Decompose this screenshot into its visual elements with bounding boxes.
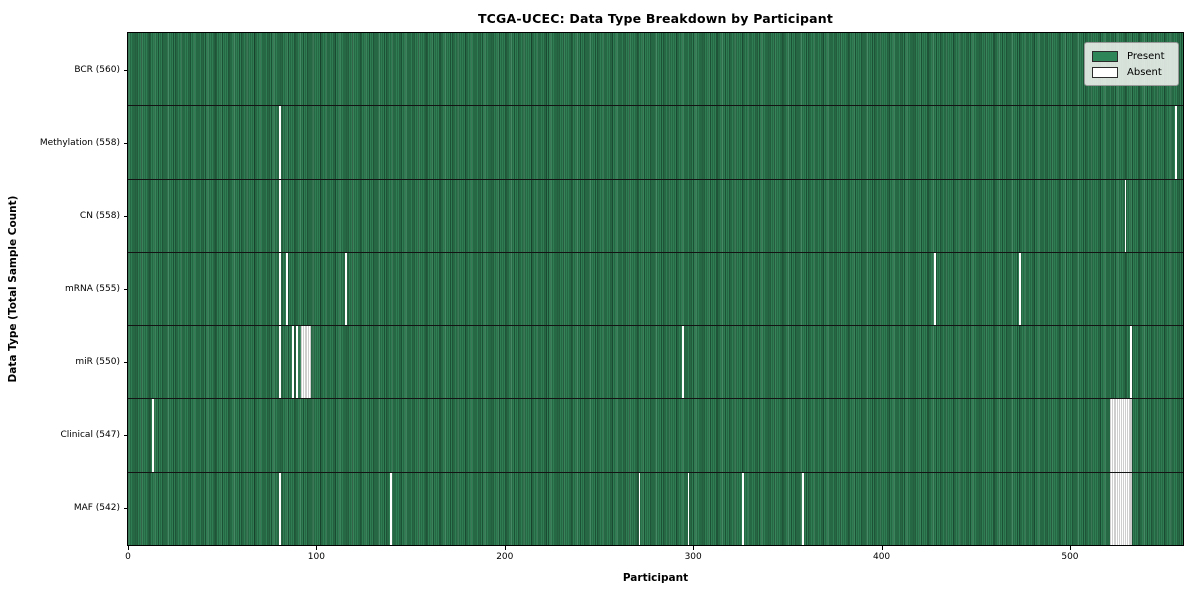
absent-segment <box>278 252 281 326</box>
y-tick-mark <box>124 508 128 510</box>
absent-segment <box>1175 106 1178 179</box>
x-tick-label: 0 <box>125 552 131 562</box>
x-axis-label: Participant <box>622 572 689 584</box>
x-tick-label: 500 <box>1061 552 1079 562</box>
x-tick-mark <box>316 546 318 550</box>
y-tick-mark <box>124 215 128 217</box>
heatmap-row-clinical <box>128 398 1183 472</box>
x-tick-label: 200 <box>496 552 514 562</box>
legend-swatch-icon <box>1092 66 1118 78</box>
absent-segment <box>1109 472 1133 545</box>
absent-segment <box>278 106 281 179</box>
plot-area <box>128 33 1183 545</box>
legend: Present Absent <box>1084 42 1179 86</box>
chart-title: TCGA-UCEC: Data Type Breakdown by Partic… <box>477 11 834 26</box>
legend-item-present: Present <box>1092 48 1171 64</box>
y-tick-mark <box>124 362 128 364</box>
heatmap-row-methylation <box>128 105 1183 179</box>
absent-segment <box>1130 326 1133 399</box>
absent-segment <box>286 252 289 326</box>
legend-label: Present <box>1127 50 1165 62</box>
x-tick-label: 100 <box>307 552 325 562</box>
y-tick-mark <box>124 142 128 144</box>
x-tick-mark <box>504 546 506 550</box>
absent-segment <box>301 326 311 399</box>
y-tick-label: CN (558) <box>79 210 120 221</box>
absent-segment <box>344 252 347 326</box>
absent-segment <box>742 472 745 545</box>
x-tick-mark <box>1069 546 1071 550</box>
absent-segment <box>934 252 937 326</box>
legend-item-absent: Absent <box>1092 64 1171 80</box>
heatmap-row-cn <box>128 178 1183 252</box>
x-tick-label: 300 <box>684 552 702 562</box>
heatmap-row-bcr <box>128 33 1183 106</box>
legend-swatch-icon <box>1092 50 1118 62</box>
absent-segment <box>278 326 281 399</box>
legend-label: Absent <box>1127 66 1162 78</box>
x-tick-mark <box>881 546 883 550</box>
x-tick-mark <box>693 546 695 550</box>
absent-segment <box>687 472 690 545</box>
heatmap-row-mrna <box>128 251 1183 326</box>
absent-segment <box>681 326 684 399</box>
absent-segment <box>1109 399 1133 472</box>
y-tick-label: mRNA (555) <box>65 284 120 294</box>
y-tick-mark <box>124 289 128 290</box>
absent-segment <box>291 326 294 399</box>
heatmap-row-maf <box>128 471 1183 545</box>
y-tick-label: BCR (560) <box>74 64 120 75</box>
absent-segment <box>278 179 281 252</box>
absent-segment <box>1124 179 1127 252</box>
heatmap-row-mir <box>128 325 1183 399</box>
absent-segment <box>295 326 298 399</box>
absent-segment <box>1019 252 1021 326</box>
y-tick-label: Methylation (558) <box>39 137 120 148</box>
y-tick-label: miR (550) <box>75 357 120 368</box>
absent-segment <box>638 472 641 545</box>
absent-segment <box>802 472 805 545</box>
absent-segment <box>152 399 155 472</box>
y-tick-label: Clinical (547) <box>60 430 120 441</box>
x-tick-label: 400 <box>872 552 891 562</box>
absent-segment <box>389 472 392 545</box>
x-tick-mark <box>128 546 129 550</box>
y-tick-label: MAF (542) <box>73 503 120 514</box>
y-tick-mark <box>124 69 128 71</box>
y-tick-mark <box>124 435 128 437</box>
absent-segment <box>278 472 281 545</box>
